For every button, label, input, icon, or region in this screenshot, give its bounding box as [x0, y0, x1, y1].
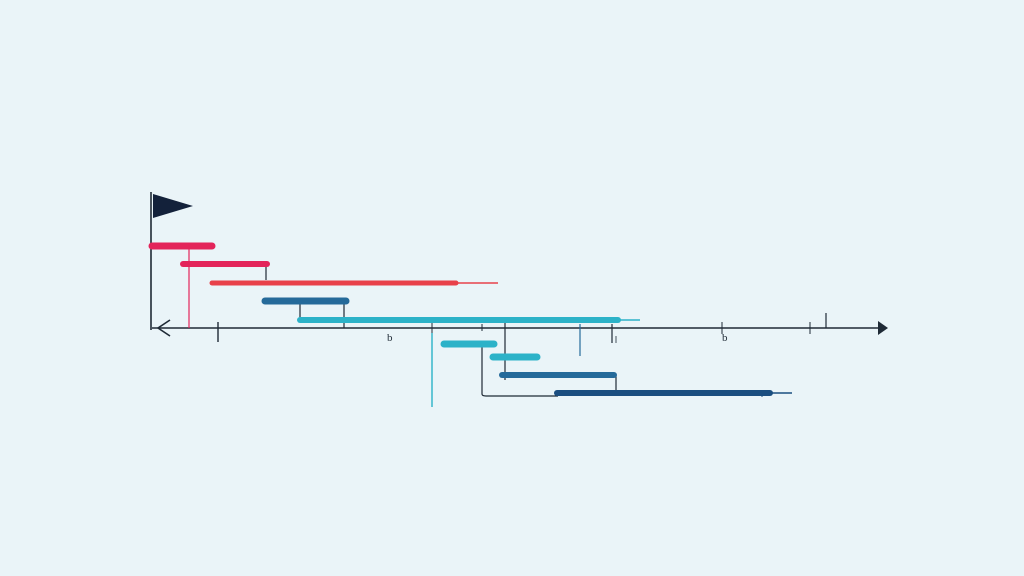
- arrow-left-icon: [156, 319, 171, 337]
- arrow-right-icon: [878, 321, 888, 335]
- flag-icon: [153, 194, 193, 218]
- axis-tick-label: b: [722, 332, 728, 344]
- axis-tick-label: b: [387, 332, 393, 344]
- timeline-axis: b b: [152, 313, 888, 356]
- connector-line: [481, 393, 558, 397]
